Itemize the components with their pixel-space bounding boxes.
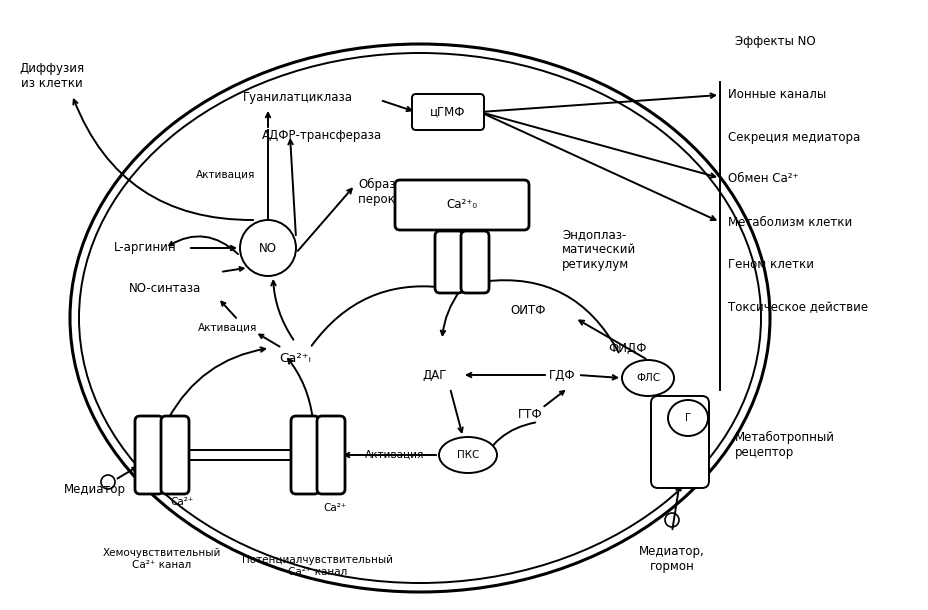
- Text: Медиатор: Медиатор: [64, 484, 126, 497]
- Text: Ионные каналы: Ионные каналы: [728, 88, 825, 101]
- Text: Диффузия
из клетки: Диффузия из клетки: [19, 62, 84, 90]
- Text: ОИТФ: ОИТФ: [509, 304, 545, 317]
- FancyBboxPatch shape: [434, 231, 462, 293]
- FancyBboxPatch shape: [411, 94, 483, 130]
- Text: Г: Г: [684, 413, 690, 423]
- Text: Медиатор,
гормон: Медиатор, гормон: [638, 545, 704, 573]
- FancyBboxPatch shape: [135, 416, 162, 494]
- Text: АДФР-трансфераза: АДФР-трансфераза: [262, 129, 381, 142]
- Ellipse shape: [667, 400, 707, 436]
- FancyBboxPatch shape: [460, 231, 488, 293]
- Ellipse shape: [622, 360, 674, 396]
- Text: Метаботропный
рецептор: Метаботропный рецептор: [734, 431, 834, 459]
- Text: Обмен Ca²⁺: Обмен Ca²⁺: [728, 171, 798, 184]
- FancyBboxPatch shape: [651, 396, 708, 488]
- Circle shape: [239, 220, 296, 276]
- Text: L-аргинин: L-аргинин: [113, 242, 176, 254]
- Text: ГТФ: ГТФ: [517, 409, 542, 422]
- Text: Активация: Активация: [196, 170, 255, 180]
- Text: Эндоплаз-
матический
ретикулум: Эндоплаз- матический ретикулум: [561, 228, 636, 271]
- Text: ПКС: ПКС: [457, 450, 479, 460]
- Text: ГДФ: ГДФ: [548, 368, 574, 381]
- Text: Ca²⁺: Ca²⁺: [323, 503, 346, 513]
- Ellipse shape: [439, 437, 496, 473]
- Text: Токсическое действие: Токсическое действие: [728, 301, 867, 315]
- Text: NO: NO: [259, 242, 277, 254]
- Text: Ca²⁺: Ca²⁺: [170, 497, 193, 507]
- Text: Активация: Активация: [198, 323, 257, 333]
- FancyBboxPatch shape: [161, 416, 188, 494]
- Text: Эффекты NO: Эффекты NO: [734, 35, 815, 49]
- Text: цГМФ: цГМФ: [430, 106, 465, 118]
- Text: ФИДФ: ФИДФ: [608, 342, 647, 354]
- Text: NO-синтаза: NO-синтаза: [129, 281, 200, 295]
- Text: Гуанилатциклаза: Гуанилатциклаза: [243, 92, 353, 104]
- Text: ДАГ: ДАГ: [422, 368, 446, 381]
- Text: ФЛС: ФЛС: [636, 373, 660, 383]
- Text: Активация: Активация: [365, 450, 424, 460]
- Text: Хемочувствительный
Ca²⁺ канал: Хемочувствительный Ca²⁺ канал: [103, 548, 221, 570]
- Text: Образование
пероксинитритов OONO: Образование пероксинитритов OONO: [357, 178, 508, 206]
- Text: Ca²⁺₀: Ca²⁺₀: [446, 198, 477, 212]
- FancyBboxPatch shape: [316, 416, 344, 494]
- Text: Геном клетки: Геном клетки: [728, 259, 813, 271]
- FancyBboxPatch shape: [290, 416, 318, 494]
- Text: Ca²⁺ᵢ: Ca²⁺ᵢ: [278, 351, 311, 365]
- Text: Метаболизм клетки: Метаболизм клетки: [728, 215, 851, 229]
- Text: Секреция медиатора: Секреция медиатора: [728, 132, 859, 145]
- FancyBboxPatch shape: [394, 180, 528, 230]
- Text: Потенциалчувствительный
Ca²⁺ канал: Потенциалчувствительный Ca²⁺ канал: [242, 555, 393, 576]
